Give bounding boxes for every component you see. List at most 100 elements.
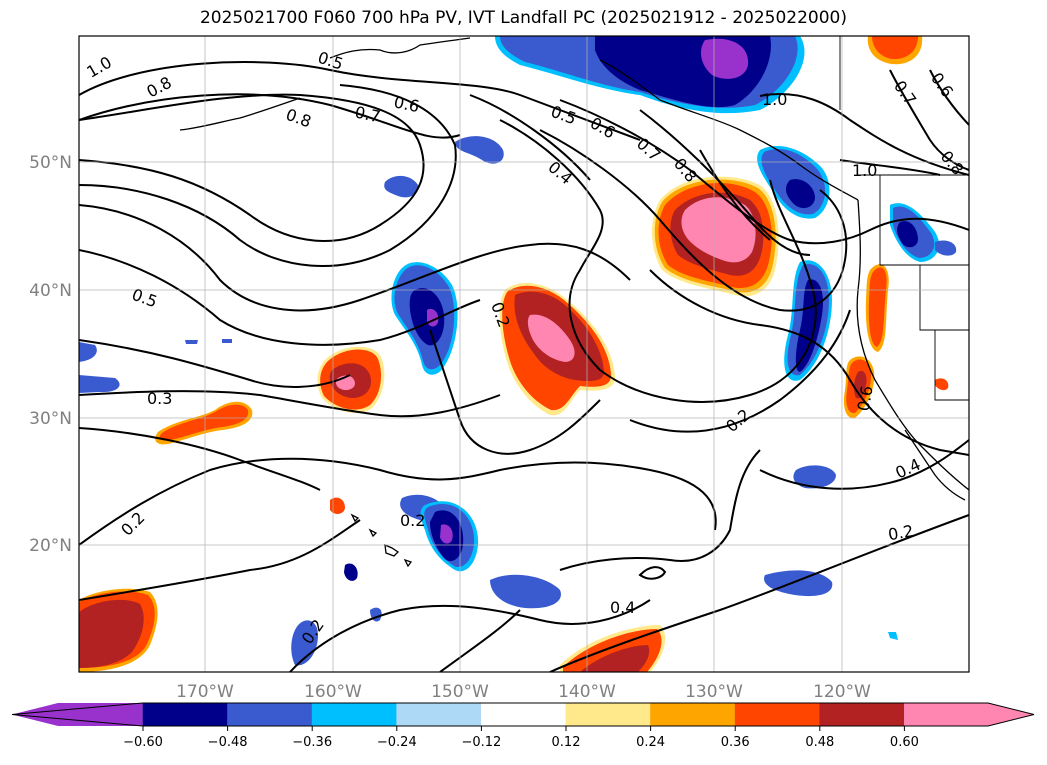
coastlines — [179, 37, 969, 568]
pv-contour-19 — [759, 92, 969, 176]
negative-anomaly-tiny-1 — [185, 340, 198, 344]
coastline-bc — [599, 59, 859, 201]
contour-label: 0.7 — [353, 102, 382, 126]
lon-label-170w: 170°W — [176, 682, 234, 702]
pv-contour-26 — [759, 439, 969, 490]
colorbar-tick-label: −0.60 — [123, 735, 163, 750]
colorbar-segment — [650, 703, 736, 726]
pv-contour-7 — [79, 339, 351, 388]
negative-anomaly-tiny-2 — [222, 339, 232, 343]
contour-label: 0.4 — [610, 598, 635, 617]
contour-label: 1.0 — [852, 161, 877, 180]
negative-anomaly-south-1 — [490, 574, 561, 609]
pv-contour-11 — [79, 519, 361, 601]
colorbar-tick-label: −0.12 — [461, 735, 501, 750]
positive-anomaly-california — [843, 264, 889, 419]
border-arizona — [934, 330, 969, 401]
positive-anomaly-small-2 — [935, 378, 949, 391]
colorbar-segment — [227, 703, 313, 726]
colorbar-tick-label: 0.36 — [721, 735, 750, 750]
pv-contour-10 — [79, 457, 717, 546]
positive-anomaly-northeast-pacific — [651, 176, 779, 297]
lon-label-140w: 140°W — [558, 682, 616, 702]
pv-contour-24 — [429, 329, 601, 455]
negative-anomaly-west-edge-1 — [79, 342, 97, 362]
contour-label: 0.6 — [392, 92, 421, 116]
contour-labels: 1.0 0.8 0.5 0.6 0.7 0.8 0.5 0.6 0.4 0.7 … — [83, 48, 967, 648]
coastline-hawaii-4 — [403, 558, 413, 568]
contour-label: 0.3 — [147, 389, 172, 408]
pv-contour-8 — [79, 390, 501, 418]
pv-contour-2 — [79, 93, 461, 139]
map-title: 2025021700 F060 700 hPa PV, IVT Landfall… — [199, 8, 847, 28]
lon-label-150w: 150°W — [431, 682, 489, 702]
negative-anomaly-west-edge-2 — [79, 375, 120, 393]
pv-contour-21 — [889, 69, 969, 171]
positive-anomaly-streak — [155, 401, 253, 445]
coastline-hawaii-1 — [384, 543, 400, 557]
colorbar-segment — [734, 703, 820, 726]
negative-anomaly-small-3 — [344, 563, 358, 581]
pv-contour-13 — [499, 119, 817, 403]
gridlines — [79, 36, 969, 672]
lon-label-130w: 130°W — [685, 682, 743, 702]
negative-anomaly-small-2 — [384, 175, 419, 198]
coastline-hawaii-3 — [350, 513, 360, 523]
colorbar-tick-label: 0.60 — [890, 735, 919, 750]
pv-contour-29 — [439, 609, 521, 672]
lat-label-50n: 50°N — [29, 153, 72, 173]
pv-contour-22 — [929, 69, 969, 126]
positive-anomaly-central-pacific — [499, 283, 616, 416]
negative-anomaly-south-2 — [764, 570, 833, 597]
negative-anomaly-baja — [793, 465, 836, 489]
contour-label: 0.2 — [887, 521, 915, 544]
pv-contour-4 — [79, 84, 457, 267]
lat-label-40n: 40°N — [29, 281, 72, 301]
pv-contour-12 — [289, 599, 651, 672]
pv-contour-14 — [469, 94, 591, 181]
colorbar: −0.60 −0.48 −0.36 −0.24 −0.12 0.12 0.24 0.36 0.4… — [11, 702, 1035, 750]
lon-label-120w: 120°W — [813, 682, 871, 702]
negative-anomaly-gulf-of-alaska — [495, 36, 805, 114]
positive-anomaly-subtropical — [317, 346, 385, 413]
pv-contour-28 — [559, 449, 761, 571]
negative-anomaly-hawaii-north — [400, 494, 479, 572]
pv-contour-23 — [649, 269, 969, 456]
colorbar-segment — [565, 703, 651, 726]
colorbar-extend-min — [12, 703, 143, 726]
colorbar-segment — [142, 703, 228, 726]
pv-contour-30 — [638, 566, 667, 580]
pv-contour-17 — [639, 109, 811, 256]
positive-anomaly-small-1 — [330, 497, 345, 514]
colorbar-tick-label: 0.12 — [552, 735, 581, 750]
coastline-baja — [904, 429, 966, 501]
coastline-us-west — [856, 199, 969, 491]
positive-anomaly-southwest — [79, 588, 158, 672]
longitude-labels: 170°W 160°W 150°W 140°W 130°W 120°W — [176, 682, 871, 702]
map-plot-area: 1.0 0.8 0.5 0.6 0.7 0.8 0.5 0.6 0.4 0.7 … — [79, 36, 969, 672]
map-frame — [78, 35, 970, 673]
negative-anomaly-small-1 — [455, 136, 504, 164]
border-oregon-california — [879, 175, 969, 266]
positive-anomaly-top-right — [867, 36, 923, 65]
coastline-alaska — [329, 37, 471, 59]
negative-anomaly-small-5 — [291, 620, 318, 666]
colorbar-segment — [311, 703, 397, 726]
border-nevada — [919, 265, 969, 331]
contour-label: 0.6 — [854, 384, 877, 412]
negative-anomaly-california-coast — [784, 260, 832, 381]
pv-contour-18 — [699, 149, 771, 241]
colorbar-tick-label: −0.36 — [292, 735, 332, 750]
colorbar-segment — [819, 703, 905, 726]
colorbar-segment — [396, 703, 482, 726]
pv-contour-9 — [79, 427, 321, 491]
pv-contour-5 — [79, 204, 631, 312]
colorbar-tick-label: 0.24 — [636, 735, 665, 750]
coastline-aleutians — [179, 97, 301, 131]
pv-contour-27 — [549, 514, 969, 672]
pv-contour-16 — [559, 99, 969, 245]
political-borders — [839, 36, 969, 401]
latitude-labels: 50°N 40°N 30°N 20°N — [29, 153, 72, 556]
contour-label: 0.2 — [400, 511, 425, 530]
